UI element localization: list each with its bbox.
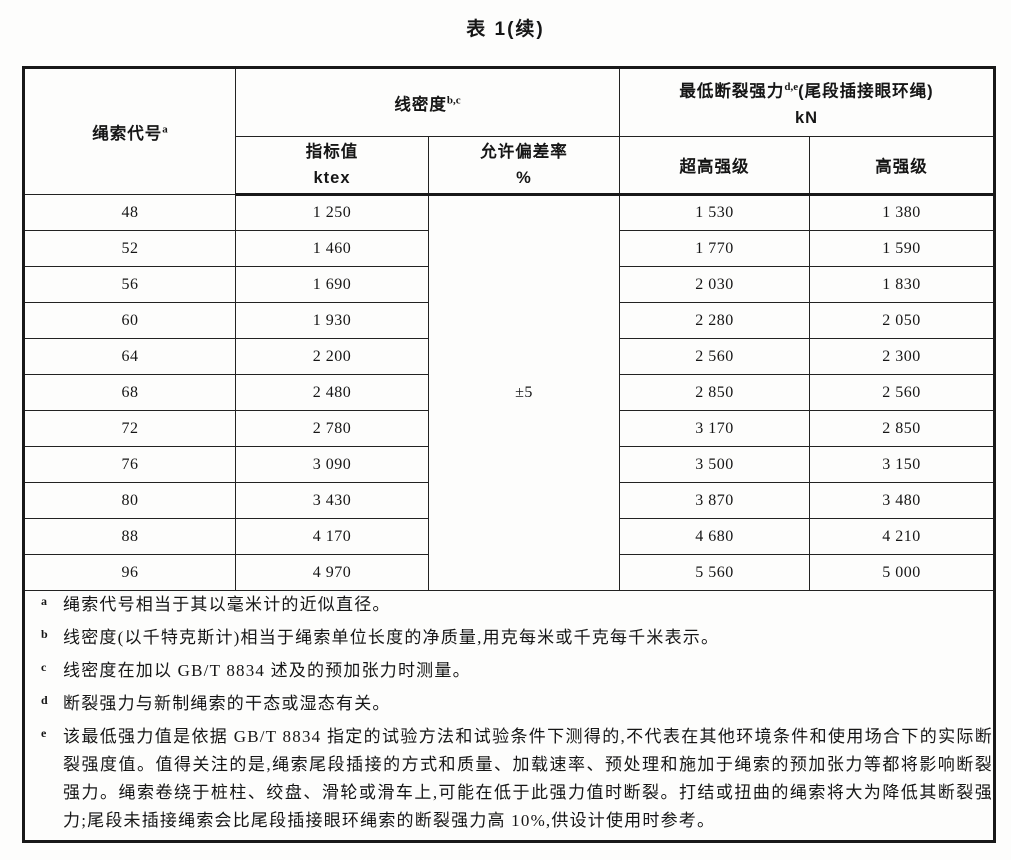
header-mbs-line1: 最低断裂强力d,e(尾段插接眼环绳) (679, 81, 934, 101)
header-index-value-unit: ktex (313, 169, 351, 187)
ktex-cell: 4 970 (235, 554, 429, 591)
hs-cell: 1 380 (809, 194, 995, 231)
ktex-cell: 1 460 (235, 230, 429, 267)
uhs-cell: 2 560 (619, 338, 810, 375)
header-mbs-suffix: (尾段插接眼环绳) (798, 82, 934, 101)
deviation-value-cell: ±5 (428, 194, 620, 591)
table-row: 56 1 690 2 030 1 830 (23, 266, 995, 303)
rope-code-cell: 56 (23, 266, 236, 303)
footnotes-section: a 绳索代号相当于其以毫米计的近似直径。 b 线密度(以千特克斯计)相当于绳索单… (23, 590, 995, 842)
rope-code-cell: 68 (23, 374, 236, 411)
hs-cell: 4 210 (809, 518, 995, 555)
table-row: 68 2 480 2 850 2 560 (23, 374, 995, 411)
ktex-cell: 2 200 (235, 338, 429, 375)
rope-code-cell: 48 (23, 194, 236, 231)
footnote-a: a 绳索代号相当于其以毫米计的近似直径。 (25, 591, 993, 619)
header-rope-code-label: 绳索代号 (92, 124, 163, 143)
table-row: 72 2 780 3 170 2 850 (23, 410, 995, 447)
header-linear-density-label: 线密度 (394, 95, 447, 114)
ktex-cell: 4 170 (235, 518, 429, 555)
hs-cell: 3 480 (809, 482, 995, 519)
rope-code-cell: 96 (23, 554, 236, 591)
uhs-cell: 2 280 (619, 302, 810, 339)
footnote-d-text: 断裂强力与新制绳索的干态或湿态有关。 (63, 694, 391, 713)
uhs-cell: 1 530 (619, 194, 810, 231)
ktex-cell: 1 250 (235, 194, 429, 231)
ktex-cell: 2 480 (235, 374, 429, 411)
footnote-a-marker: a (41, 594, 47, 608)
header-rope-code: 绳索代号a (23, 67, 236, 195)
header-mbs-unit: kN (794, 108, 819, 127)
ktex-cell: 1 690 (235, 266, 429, 303)
page-title: 表 1(续) (466, 19, 545, 40)
rope-code-cell: 72 (23, 410, 236, 447)
footnote-ref-de: d,e (784, 81, 799, 94)
header-deviation-unit: % (516, 169, 532, 187)
footnote-c-text: 线密度在加以 GB/T 8834 述及的预加张力时测量。 (63, 661, 471, 680)
uhs-cell: 3 870 (619, 482, 810, 519)
footnote-c: c 线密度在加以 GB/T 8834 述及的预加张力时测量。 (25, 657, 993, 685)
table-row: 60 1 930 2 280 2 050 (23, 302, 995, 339)
footnote-e-text: 该最低强力值是依据 GB/T 8834 指定的试验方法和试验条件下测得的,不代表… (63, 727, 993, 830)
hs-cell: 1 590 (809, 230, 995, 267)
header-ultra-high-grade: 超高强级 (619, 136, 810, 196)
header-index-value: 指标值 ktex (235, 136, 429, 196)
hs-cell: 1 830 (809, 266, 995, 303)
rope-code-cell: 52 (23, 230, 236, 267)
uhs-cell: 2 030 (619, 266, 810, 303)
hs-cell: 3 150 (809, 446, 995, 483)
rope-code-cell: 76 (23, 446, 236, 483)
rope-code-cell: 80 (23, 482, 236, 519)
footnote-ref-bc: b,c (446, 94, 461, 106)
footnote-b-marker: b (41, 627, 48, 641)
ktex-cell: 3 090 (235, 446, 429, 483)
footnote-d: d 断裂强力与新制绳索的干态或湿态有关。 (25, 690, 993, 718)
table-row: 64 2 200 2 560 2 300 (23, 338, 995, 375)
header-high-grade: 高强级 (809, 136, 995, 196)
hs-cell: 2 050 (809, 302, 995, 339)
table-row: 80 3 430 3 870 3 480 (23, 482, 995, 519)
hs-cell: 2 850 (809, 410, 995, 447)
table-row: 76 3 090 3 500 3 150 (23, 446, 995, 483)
footnote-d-marker: d (41, 693, 48, 707)
uhs-cell: 1 770 (619, 230, 810, 267)
footnote-ref-a: a (162, 123, 168, 135)
hs-cell: 2 560 (809, 374, 995, 411)
uhs-cell: 2 850 (619, 374, 810, 411)
footnote-a-text: 绳索代号相当于其以毫米计的近似直径。 (63, 595, 391, 614)
footnote-b: b 线密度(以千特克斯计)相当于绳索单位长度的净质量,用克每米或千克每千米表示。 (25, 624, 993, 652)
ktex-cell: 3 430 (235, 482, 429, 519)
ktex-cell: 2 780 (235, 410, 429, 447)
footnote-e: e 该最低强力值是依据 GB/T 8834 指定的试验方法和试验条件下测得的,不… (25, 723, 993, 835)
footnote-c-marker: c (41, 660, 47, 674)
table-row: 48 1 250 ±5 1 530 1 380 (23, 194, 995, 591)
rope-code-cell: 88 (23, 518, 236, 555)
header-index-value-label: 指标值 (305, 143, 359, 161)
uhs-cell: 3 170 (619, 410, 810, 447)
hs-cell: 5 000 (809, 554, 995, 591)
footnote-b-text: 线密度(以千特克斯计)相当于绳索单位长度的净质量,用克每米或千克每千米表示。 (63, 628, 720, 647)
header-min-breaking-strength: 最低断裂强力d,e(尾段插接眼环绳) kN (619, 67, 995, 137)
rope-code-cell: 64 (23, 338, 236, 375)
footnote-e-marker: e (41, 726, 47, 740)
uhs-cell: 3 500 (619, 446, 810, 483)
header-deviation-label: 允许偏差率 (480, 143, 568, 161)
rope-code-cell: 60 (23, 302, 236, 339)
ktex-cell: 1 930 (235, 302, 429, 339)
uhs-cell: 4 680 (619, 518, 810, 555)
header-linear-density: 线密度b,c (235, 67, 620, 137)
table-row: 52 1 460 1 770 1 590 (23, 230, 995, 267)
hs-cell: 2 300 (809, 338, 995, 375)
header-deviation: 允许偏差率 % (428, 136, 620, 196)
uhs-cell: 5 560 (619, 554, 810, 591)
spec-table: 绳索代号a 线密度b,c 最低断裂强力d,e(尾段插接眼环绳) kN 指标值 k… (22, 66, 996, 843)
